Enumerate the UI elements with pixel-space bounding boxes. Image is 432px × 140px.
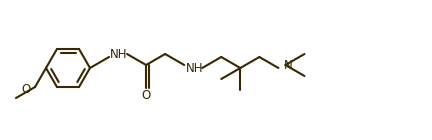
Text: O: O [22, 83, 31, 96]
Text: NH: NH [185, 61, 203, 74]
Text: O: O [142, 89, 151, 102]
Text: N: N [283, 59, 292, 72]
Text: NH: NH [110, 47, 128, 60]
